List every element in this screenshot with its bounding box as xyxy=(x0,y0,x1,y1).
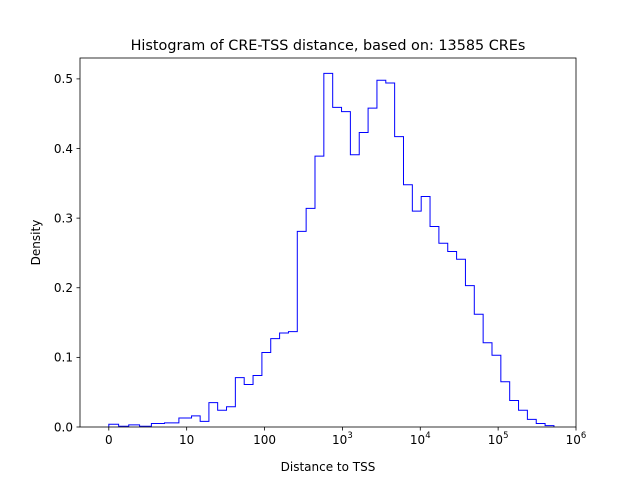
x-tick-label: 106 xyxy=(566,431,587,447)
x-tick-label: 10 xyxy=(179,433,194,447)
y-tick-label: 0.3 xyxy=(54,211,73,225)
y-tick-label: 0.2 xyxy=(54,281,73,295)
x-axis-label: Distance to TSS xyxy=(281,460,376,474)
x-tick-label: 105 xyxy=(488,431,509,447)
y-axis-label: Density xyxy=(29,220,43,266)
histogram-step-line xyxy=(108,72,555,427)
x-tick-label: 0 xyxy=(105,433,113,447)
x-tick-label: 104 xyxy=(410,431,431,447)
y-tick-label: 0.4 xyxy=(54,142,73,156)
plot-area xyxy=(108,72,555,427)
x-tick-label: 100 xyxy=(253,433,276,447)
y-tick-label: 0.1 xyxy=(54,351,73,365)
axes-frame xyxy=(79,57,577,428)
y-tick-label: 0.5 xyxy=(54,72,73,86)
axis-ticks: 0 10 100 103 104 105 106 0.0 0.1 0.2 0.3 0.4 0.5 xyxy=(54,72,586,447)
x-tick-label: 103 xyxy=(332,431,353,447)
chart-title: Histogram of CRE-TSS distance, based on:… xyxy=(131,38,526,54)
y-tick-label: 0.0 xyxy=(54,420,73,434)
